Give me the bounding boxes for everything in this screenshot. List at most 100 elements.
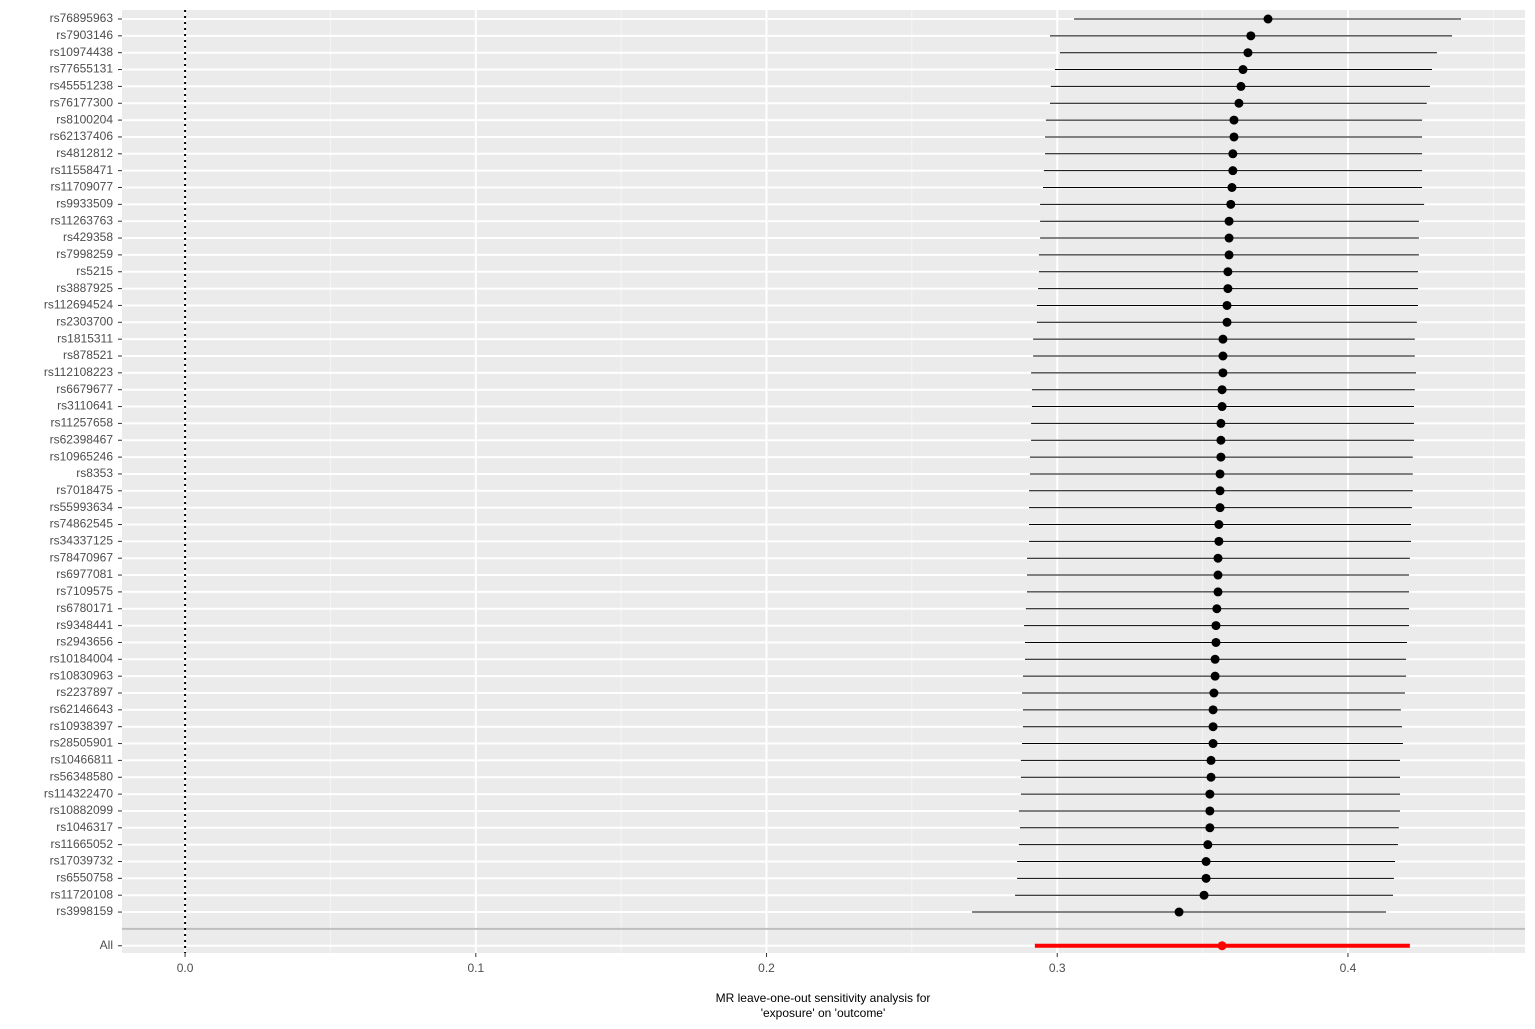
y-tick-label: rs10965246	[50, 449, 114, 463]
y-tick-label: rs7903146	[56, 28, 113, 42]
y-tick-label: rs28505901	[50, 736, 114, 750]
point	[1212, 604, 1222, 614]
summary-point	[1217, 941, 1227, 951]
y-tick-label: rs56348580	[50, 769, 114, 783]
point	[1217, 402, 1227, 412]
y-tick-label: rs17039732	[50, 854, 114, 868]
y-tick-label: rs878521	[63, 348, 113, 362]
y-tick-label: rs4812812	[56, 146, 113, 160]
y-tick-label: rs9348441	[56, 618, 113, 632]
y-tick-label: rs3998159	[56, 904, 113, 918]
y-tick-label: rs10938397	[50, 719, 114, 733]
point	[1213, 553, 1223, 563]
y-tick-label: rs7998259	[56, 247, 113, 261]
y-tick-label: rs76895963	[50, 11, 114, 25]
y-tick-label: rs11257658	[51, 416, 114, 430]
point	[1211, 621, 1221, 631]
point	[1218, 368, 1228, 378]
point	[1208, 705, 1218, 715]
y-tick-label: rs8353	[76, 466, 113, 480]
x-tick-label: 0.2	[758, 961, 775, 975]
point	[1236, 81, 1246, 91]
point	[1174, 907, 1184, 917]
point	[1222, 317, 1232, 327]
point	[1218, 351, 1228, 361]
x-axis-title: 'exposure' on 'outcome'	[761, 1006, 886, 1020]
point	[1210, 654, 1220, 664]
y-tick-label: rs3110641	[57, 399, 113, 413]
point	[1205, 823, 1215, 833]
point	[1214, 536, 1224, 546]
point	[1223, 267, 1233, 277]
point	[1208, 739, 1218, 749]
point	[1215, 486, 1225, 496]
point	[1216, 435, 1226, 445]
point	[1206, 772, 1216, 782]
y-tick-label: rs10184004	[50, 651, 114, 665]
y-tick-label: rs112108223	[44, 365, 113, 379]
point	[1210, 671, 1220, 681]
x-axis-title: MR leave-one-out sensitivity analysis fo…	[716, 991, 931, 1005]
point	[1222, 300, 1232, 310]
point	[1238, 65, 1248, 75]
y-tick-label: rs62137406	[50, 129, 114, 143]
point	[1227, 183, 1237, 192]
y-tick-label: rs114322470	[44, 786, 113, 800]
point	[1211, 637, 1221, 647]
y-tick-label: rs1815311	[57, 331, 113, 345]
y-tick-label: rs5215	[76, 264, 113, 278]
point	[1228, 149, 1238, 159]
point	[1229, 115, 1239, 125]
y-tick-label: rs11558471	[51, 163, 114, 177]
point	[1234, 98, 1244, 108]
point	[1224, 233, 1234, 243]
x-tick-label: 0.1	[467, 961, 484, 975]
panel	[122, 10, 1525, 953]
point	[1209, 688, 1219, 698]
y-tick-label: rs6550758	[56, 871, 113, 885]
y-tick-label: rs1046317	[56, 820, 113, 834]
y-tick-label: rs6679677	[56, 382, 113, 396]
y-tick-label: rs62146643	[50, 702, 114, 716]
y-tick-label: rs11263763	[51, 213, 114, 227]
y-tick-label: rs2943656	[56, 635, 113, 649]
point	[1216, 452, 1226, 462]
y-tick-label: rs10974438	[50, 45, 114, 59]
y-tick-label: rs34337125	[50, 534, 114, 548]
y-tick-label: rs6977081	[56, 567, 113, 581]
y-tick-label: rs2303700	[56, 314, 113, 328]
point	[1215, 503, 1225, 513]
y-tick-label: rs76177300	[50, 95, 114, 109]
point	[1218, 334, 1228, 344]
y-tick-label: rs55993634	[50, 500, 114, 514]
point	[1213, 587, 1223, 597]
point	[1228, 166, 1238, 176]
y-tick-label: rs7109575	[56, 584, 113, 598]
point	[1246, 31, 1256, 41]
y-tick-label: rs10830963	[50, 668, 114, 682]
point	[1203, 840, 1213, 850]
point	[1229, 132, 1239, 142]
y-tick-label: rs7018475	[56, 483, 113, 497]
point	[1214, 520, 1224, 529]
point	[1224, 250, 1234, 260]
point	[1208, 722, 1218, 732]
point	[1205, 789, 1215, 799]
y-tick-label: rs77655131	[50, 62, 114, 76]
y-tick-label: rs2237897	[56, 685, 113, 699]
y-tick-label: rs6780171	[56, 601, 113, 615]
y-tick-label: rs11709077	[51, 180, 114, 194]
y-tick-label: rs10882099	[50, 803, 114, 817]
point	[1217, 385, 1227, 395]
x-tick-label: 0.3	[1049, 961, 1066, 975]
point	[1215, 469, 1225, 479]
y-tick-label: rs112694524	[44, 298, 113, 312]
point	[1224, 216, 1234, 226]
y-tick-label: rs11720108	[51, 887, 114, 901]
y-tick-label: rs9933509	[56, 197, 113, 211]
y-tick-label: rs3887925	[56, 281, 113, 295]
point	[1213, 570, 1223, 580]
point	[1263, 14, 1273, 24]
y-tick-label: All	[100, 938, 113, 952]
y-tick-label: rs8100204	[56, 112, 113, 126]
